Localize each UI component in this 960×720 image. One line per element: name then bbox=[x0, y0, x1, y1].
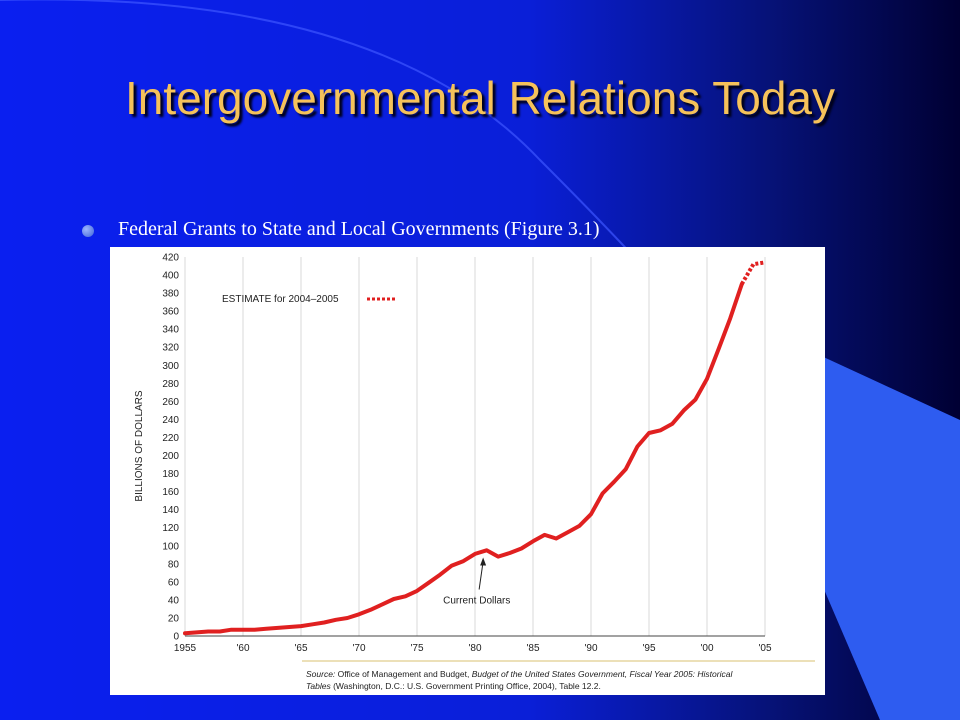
y-tick-label: 180 bbox=[162, 469, 179, 480]
source-label: Source: bbox=[306, 669, 336, 679]
x-tick-label: '70 bbox=[352, 643, 365, 654]
source-line-1: Source: Office of Management and Budget,… bbox=[306, 669, 733, 679]
y-tick-label: 140 bbox=[162, 505, 179, 516]
y-tick-label: 400 bbox=[162, 271, 179, 282]
y-tick-label: 60 bbox=[168, 577, 180, 588]
y-tick-label: 280 bbox=[162, 379, 179, 390]
x-tick-label: '95 bbox=[642, 643, 655, 654]
axis-ticks: 1955 '60 '65 '70 '75 '80 '85 '90 '95 '00 '05 0 20 40 6… bbox=[162, 253, 772, 655]
annotation-label: Current Dollars bbox=[443, 595, 510, 606]
x-tick-label: '85 bbox=[526, 643, 539, 654]
y-tick-label: 340 bbox=[162, 325, 179, 336]
source-line-2: Tables (Washington, D.C.: U.S. Governmen… bbox=[306, 681, 601, 691]
source-title-cont: Tables bbox=[306, 681, 331, 691]
grants-series-line bbox=[183, 282, 744, 636]
estimate-series-line bbox=[740, 260, 766, 286]
x-tick-label: '75 bbox=[410, 643, 423, 654]
slide-title: Intergovernmental Relations Today bbox=[124, 72, 835, 124]
bullet-text: Federal Grants to State and Local Govern… bbox=[118, 218, 600, 240]
grid-lines bbox=[184, 257, 766, 637]
y-tick-label: 0 bbox=[173, 632, 179, 643]
y-axis-label: BILLIONS OF DOLLARS bbox=[134, 390, 145, 501]
annotation: Current Dollars bbox=[443, 557, 510, 606]
x-tick-label: '65 bbox=[294, 643, 307, 654]
y-tick-label: 420 bbox=[162, 253, 179, 264]
annotation-arrowhead bbox=[480, 557, 487, 566]
y-tick-label: 240 bbox=[162, 415, 179, 426]
bullet-item: Federal Grants to State and Local Govern… bbox=[82, 216, 802, 246]
y-tick-label: 300 bbox=[162, 361, 179, 372]
y-tick-label: 360 bbox=[162, 307, 179, 318]
x-tick-label: '00 bbox=[700, 643, 713, 654]
y-tick-label: 40 bbox=[168, 595, 180, 606]
x-tick-label: 1955 bbox=[174, 643, 197, 654]
source-title: Budget of the United States Government, … bbox=[472, 669, 734, 679]
x-tick-label: '05 bbox=[758, 643, 771, 654]
y-tick-label: 200 bbox=[162, 451, 179, 462]
legend: ESTIMATE for 2004–2005 bbox=[222, 294, 397, 305]
y-tick-label: 380 bbox=[162, 289, 179, 300]
line-chart: 1955 '60 '65 '70 '75 '80 '85 '90 '95 '00 '05 0 20 40 6… bbox=[134, 253, 815, 691]
source-detail: (Washington, D.C.: U.S. Government Print… bbox=[331, 681, 601, 691]
x-tick-label: '90 bbox=[584, 643, 597, 654]
y-tick-label: 260 bbox=[162, 397, 179, 408]
y-tick-label: 160 bbox=[162, 487, 179, 498]
y-tick-label: 80 bbox=[168, 559, 180, 570]
x-tick-label: '80 bbox=[468, 643, 481, 654]
annotation-arrow bbox=[478, 561, 484, 590]
y-tick-label: 20 bbox=[168, 613, 180, 624]
y-tick-label: 320 bbox=[162, 343, 179, 354]
y-tick-label: 120 bbox=[162, 523, 179, 534]
series-lines bbox=[183, 260, 766, 636]
source-publisher: Office of Management and Budget, bbox=[335, 669, 471, 679]
x-tick-label: '60 bbox=[236, 643, 249, 654]
legend-label: ESTIMATE for 2004–2005 bbox=[222, 294, 339, 305]
y-tick-label: 220 bbox=[162, 433, 179, 444]
y-tick-label: 100 bbox=[162, 541, 179, 552]
chart-panel: 1955 '60 '65 '70 '75 '80 '85 '90 '95 '00 '05 0 20 40 6… bbox=[110, 247, 825, 695]
bullet-dot-icon bbox=[82, 225, 94, 237]
